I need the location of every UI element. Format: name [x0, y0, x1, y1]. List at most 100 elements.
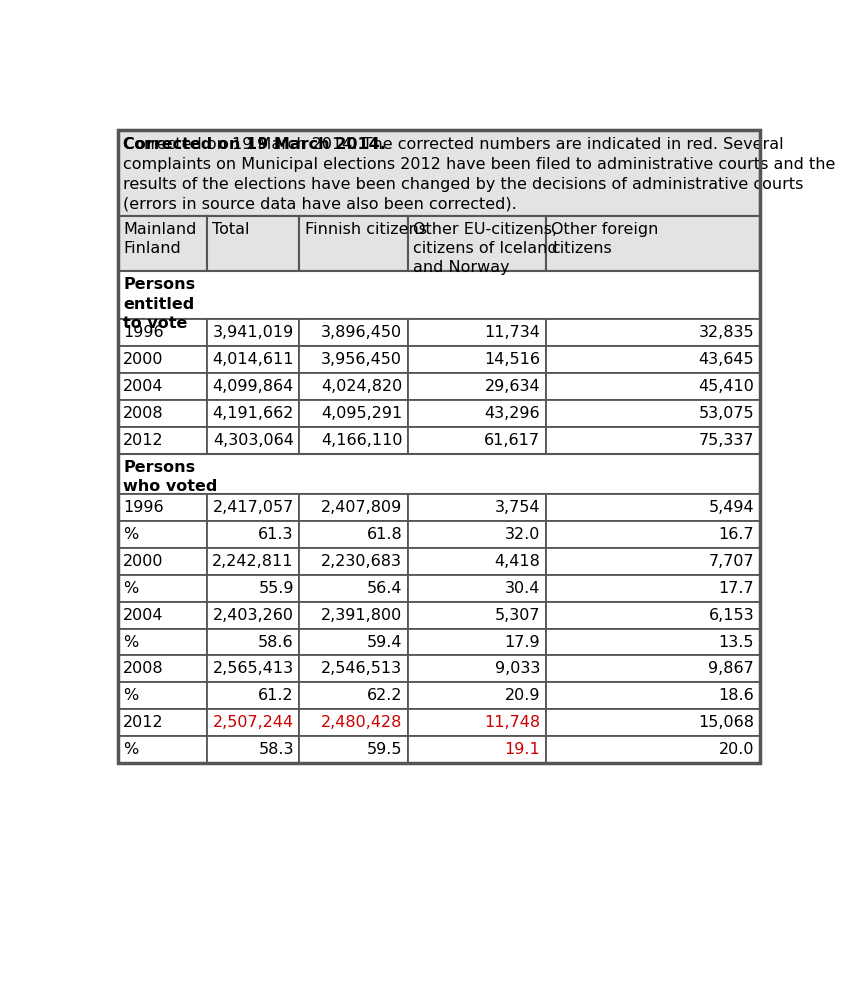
- Text: 32,835: 32,835: [698, 325, 754, 340]
- Bar: [118, 130, 759, 763]
- Bar: [207, 547, 300, 574]
- Text: 6,153: 6,153: [709, 608, 754, 623]
- Bar: [545, 400, 759, 427]
- Text: 11,734: 11,734: [484, 325, 540, 340]
- Text: 45,410: 45,410: [698, 379, 754, 394]
- Text: 15,068: 15,068: [698, 716, 754, 731]
- Bar: [407, 319, 545, 346]
- Text: Total: Total: [212, 222, 250, 237]
- Bar: [300, 547, 407, 574]
- Text: 5,494: 5,494: [709, 500, 754, 515]
- Bar: [300, 319, 407, 346]
- Text: 20.0: 20.0: [719, 742, 754, 757]
- Text: 2012: 2012: [123, 716, 163, 731]
- Bar: [407, 521, 545, 547]
- Bar: [118, 574, 207, 602]
- Bar: [118, 547, 207, 574]
- Text: Persons
who voted: Persons who voted: [123, 460, 217, 494]
- Text: 61.3: 61.3: [259, 527, 294, 542]
- Text: 4,095,291: 4,095,291: [321, 406, 402, 421]
- Bar: [207, 216, 300, 271]
- Bar: [545, 737, 759, 763]
- Bar: [207, 494, 300, 521]
- Bar: [300, 346, 407, 373]
- Bar: [545, 602, 759, 629]
- Text: Other foreign
citizens: Other foreign citizens: [551, 222, 658, 256]
- Text: 17.7: 17.7: [718, 580, 754, 596]
- Text: 4,303,064: 4,303,064: [213, 433, 294, 447]
- Text: 1996: 1996: [123, 500, 163, 515]
- Text: 4,024,820: 4,024,820: [321, 379, 402, 394]
- Text: 2,565,413: 2,565,413: [212, 661, 294, 676]
- Text: 2,480,428: 2,480,428: [321, 716, 402, 731]
- Text: 53,075: 53,075: [698, 406, 754, 421]
- Text: 20.9: 20.9: [505, 688, 540, 704]
- Bar: [118, 655, 207, 682]
- Bar: [407, 655, 545, 682]
- Text: 2008: 2008: [123, 406, 163, 421]
- Bar: [118, 521, 207, 547]
- Bar: [407, 494, 545, 521]
- Bar: [207, 629, 300, 655]
- Text: 2,230,683: 2,230,683: [321, 553, 402, 568]
- Text: 2,546,513: 2,546,513: [321, 661, 402, 676]
- Text: 58.3: 58.3: [259, 742, 294, 757]
- Text: 29,634: 29,634: [484, 379, 540, 394]
- Text: 2012: 2012: [123, 433, 163, 447]
- Text: 4,099,864: 4,099,864: [212, 379, 294, 394]
- Text: 19.1: 19.1: [504, 742, 540, 757]
- Bar: [207, 346, 300, 373]
- Text: 9,033: 9,033: [495, 661, 540, 676]
- Bar: [207, 682, 300, 710]
- Text: %: %: [123, 688, 139, 704]
- Text: 56.4: 56.4: [366, 580, 402, 596]
- Bar: [300, 655, 407, 682]
- Bar: [118, 602, 207, 629]
- Text: 55.9: 55.9: [259, 580, 294, 596]
- Bar: [207, 521, 300, 547]
- Text: Corrected on 19 March 2014.: Corrected on 19 March 2014.: [123, 137, 386, 151]
- Bar: [118, 682, 207, 710]
- Bar: [118, 453, 759, 494]
- Bar: [207, 710, 300, 737]
- Bar: [545, 655, 759, 682]
- Text: 43,645: 43,645: [698, 351, 754, 367]
- Bar: [407, 574, 545, 602]
- Bar: [300, 710, 407, 737]
- Bar: [207, 655, 300, 682]
- Bar: [118, 400, 207, 427]
- Text: 2,507,244: 2,507,244: [212, 716, 294, 731]
- Bar: [207, 602, 300, 629]
- Bar: [545, 319, 759, 346]
- Text: Mainland
Finland: Mainland Finland: [123, 222, 197, 256]
- Bar: [407, 373, 545, 400]
- Text: 3,896,450: 3,896,450: [321, 325, 402, 340]
- Bar: [118, 319, 207, 346]
- Text: 2004: 2004: [123, 379, 163, 394]
- Text: 75,337: 75,337: [698, 433, 754, 447]
- Text: 59.5: 59.5: [366, 742, 402, 757]
- Text: 1996: 1996: [123, 325, 163, 340]
- Bar: [118, 629, 207, 655]
- Text: 2,403,260: 2,403,260: [213, 608, 294, 623]
- Text: Corrected on 19 March 2014. The corrected numbers are indicated in red. Several
: Corrected on 19 March 2014. The correcte…: [123, 137, 835, 212]
- Bar: [407, 216, 545, 271]
- Bar: [300, 682, 407, 710]
- Bar: [545, 682, 759, 710]
- Bar: [545, 216, 759, 271]
- Bar: [300, 494, 407, 521]
- Bar: [207, 737, 300, 763]
- Bar: [545, 710, 759, 737]
- Text: 14,516: 14,516: [484, 351, 540, 367]
- Bar: [300, 574, 407, 602]
- Text: %: %: [123, 527, 139, 542]
- Bar: [407, 346, 545, 373]
- Text: %: %: [123, 742, 139, 757]
- Bar: [207, 427, 300, 453]
- Text: 2,407,809: 2,407,809: [321, 500, 402, 515]
- Bar: [407, 710, 545, 737]
- Bar: [118, 271, 759, 319]
- Bar: [118, 737, 207, 763]
- Bar: [545, 494, 759, 521]
- Bar: [407, 682, 545, 710]
